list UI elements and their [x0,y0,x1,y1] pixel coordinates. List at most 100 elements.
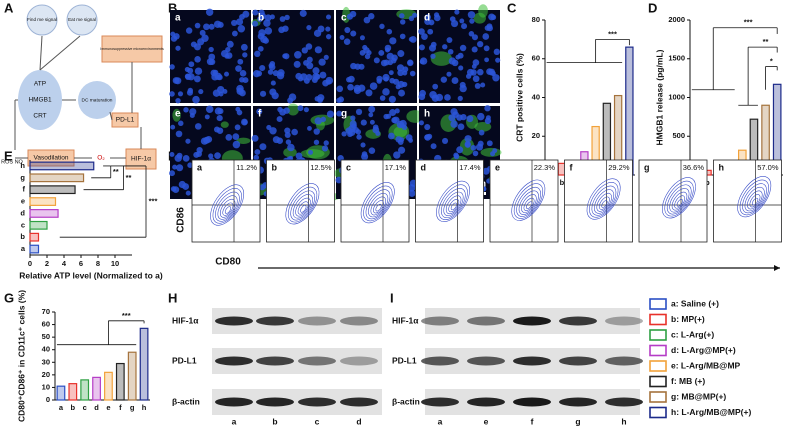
diagram-label: DC maturation [82,97,113,103]
flow-plot: d 17.4% [415,159,484,243]
nucleus [464,135,472,143]
blot-band [513,356,551,366]
contour [363,185,393,222]
micrograph-label: c [341,13,347,24]
x-tick-label: b [71,403,76,412]
nucleus [368,13,375,20]
blot-band [467,397,505,407]
nucleus [269,127,277,135]
nucleus [343,38,351,45]
nucleus [355,129,362,135]
legend-swatch [649,298,667,310]
nucleus [424,18,432,26]
significance-label: ** [113,167,119,176]
nucleus [284,14,290,21]
nucleus [459,18,465,24]
nucleus [236,109,243,116]
contour [596,192,612,212]
nucleus [301,47,308,54]
legend-label: g: MB@MP(+) [671,391,726,401]
nucleus [365,89,373,97]
blot-protein-label: HIF-1α [392,315,419,325]
contour [511,179,546,221]
nucleus [232,133,240,140]
blot-lane-label: c [315,416,320,426]
nucleus [379,95,386,101]
nucleus [388,70,394,76]
flow-x-label: CD80 [215,257,241,268]
nucleus [442,137,449,144]
nucleus [457,123,465,131]
nucleus [326,110,335,118]
y-tick-label: 50 [42,332,50,341]
nucleus [306,62,314,70]
nucleus [391,117,398,124]
legend-swatch [649,360,667,372]
nucleus [268,63,276,71]
nucleus [258,29,266,37]
flow-plot: g 36.6% [638,159,708,243]
blot-protein-label: HIF-1α [172,315,199,325]
blot-band [298,316,336,326]
y-tick-label: 60 [42,320,50,329]
signal-bubble [26,4,58,36]
diagram-label: Find me signal [27,17,57,22]
contour [516,186,541,217]
blot-protein-label: PD-L1 [172,355,197,365]
flow-percent: 12.5% [310,163,332,172]
nucleus [477,140,484,147]
nucleus [453,152,459,158]
blot-band [605,316,643,326]
nucleus [277,106,283,113]
bar [29,173,85,183]
blot-band [559,397,597,407]
crt-signal [172,108,181,122]
nucleus [486,25,493,32]
nucleus [394,108,400,114]
contour [526,201,533,209]
nucleus [493,48,501,56]
nucleus [199,29,206,36]
nucleus [313,128,320,135]
nucleus [192,95,200,104]
flow-frame [713,159,782,243]
nucleus [408,138,413,143]
blot-protein-label: PD-L1 [392,355,417,365]
nucleus [383,76,389,82]
blot-band [298,397,336,407]
nucleus [282,53,288,59]
nucleus [224,53,230,59]
nucleus [184,73,191,80]
flow-plot: f 29.2% [564,159,633,243]
nucleus [253,154,260,161]
nucleus [235,65,242,72]
flow-plot: c 17.1% [340,159,410,243]
contour [666,184,692,215]
panel-label: G [4,290,14,305]
nucleus [440,76,448,83]
nucleus [314,73,321,80]
contour [287,186,318,223]
nucleus [182,154,190,162]
nucleus [284,127,291,134]
nucleus [205,8,214,16]
nucleus [217,108,224,115]
arrows [14,35,142,159]
nucleus [305,43,313,50]
nucleus [169,91,175,97]
arrow [39,35,81,71]
flow-percent: 57.0% [757,163,779,172]
nucleus [495,57,501,63]
nucleus [418,120,424,126]
nucleus [306,25,312,31]
nucleus [188,61,195,68]
contour [370,196,387,216]
nucleus [299,9,307,17]
nucleus [271,92,279,100]
nucleus [361,153,369,161]
nucleus [477,40,484,48]
nucleus [259,184,266,191]
diagram-label: ATP [34,81,46,88]
nucleus [307,126,312,131]
nucleus [216,114,223,122]
